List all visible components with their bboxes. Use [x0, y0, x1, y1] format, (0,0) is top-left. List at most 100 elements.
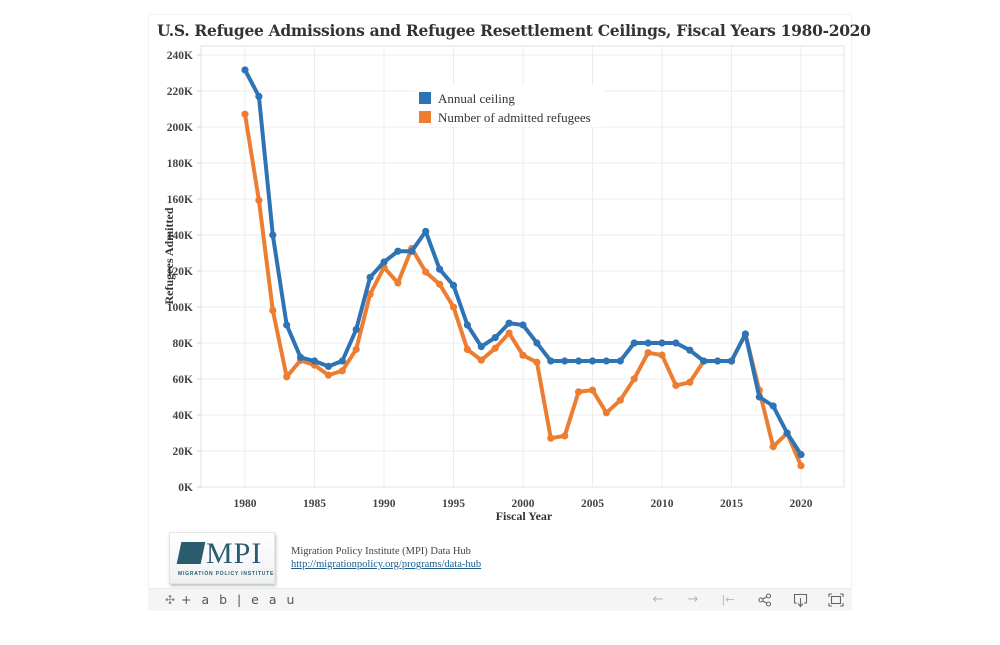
data-point-annual-ceiling[interactable] — [463, 321, 471, 329]
data-point-number-of-admitted-refugees[interactable] — [324, 371, 332, 379]
data-point-number-of-admitted-refugees[interactable] — [436, 280, 444, 288]
data-point-number-of-admitted-refugees[interactable] — [505, 329, 513, 337]
data-point-number-of-admitted-refugees[interactable] — [630, 375, 638, 383]
data-point-number-of-admitted-refugees[interactable] — [422, 268, 430, 276]
data-point-annual-ceiling[interactable] — [269, 231, 277, 239]
data-point-annual-ceiling[interactable] — [297, 353, 305, 361]
data-point-number-of-admitted-refugees[interactable] — [449, 303, 458, 311]
data-point-annual-ceiling[interactable] — [449, 281, 458, 289]
data-point-annual-ceiling[interactable] — [283, 321, 291, 329]
data-point-annual-ceiling[interactable] — [616, 357, 624, 365]
data-point-number-of-admitted-refugees[interactable] — [463, 345, 471, 354]
data-point-annual-ceiling[interactable] — [241, 66, 249, 74]
data-point-number-of-admitted-refugees[interactable] — [658, 351, 666, 359]
data-point-number-of-admitted-refugees[interactable] — [519, 351, 527, 359]
data-point-annual-ceiling[interactable] — [533, 339, 541, 347]
data-point-annual-ceiling[interactable] — [575, 357, 583, 365]
x-tick-label: 2005 — [581, 498, 604, 510]
data-point-annual-ceiling[interactable] — [505, 319, 513, 327]
chart-title: U.S. Refugee Admissions and Refugee Rese… — [157, 21, 871, 40]
data-point-annual-ceiling[interactable] — [310, 357, 319, 365]
data-point-annual-ceiling[interactable] — [769, 402, 777, 410]
revert-button[interactable]: |← — [719, 591, 737, 609]
y-tick-label: 0K — [178, 482, 193, 494]
y-tick-label: 180K — [167, 158, 193, 170]
legend-label-admitted-refugees: Number of admitted refugees — [438, 110, 591, 125]
data-point-number-of-admitted-refugees[interactable] — [352, 345, 360, 353]
data-point-annual-ceiling[interactable] — [602, 357, 610, 365]
data-point-annual-ceiling[interactable] — [797, 451, 805, 459]
data-point-annual-ceiling[interactable] — [408, 247, 416, 255]
data-point-annual-ceiling[interactable] — [477, 343, 485, 351]
data-point-annual-ceiling[interactable] — [630, 339, 638, 347]
x-tick-label: 2020 — [790, 498, 813, 510]
arrow-left-icon: ← — [652, 592, 664, 607]
fullscreen-icon — [828, 593, 844, 607]
data-point-number-of-admitted-refugees[interactable] — [686, 378, 694, 386]
data-point-annual-ceiling[interactable] — [324, 362, 332, 370]
source-line: Migration Policy Institute (MPI) Data Hu… — [291, 546, 471, 557]
tableau-viz: U.S. Refugee Admissions and Refugee Rese… — [148, 14, 871, 611]
data-point-number-of-admitted-refugees[interactable] — [644, 349, 652, 357]
arrow-right-icon: → — [687, 592, 699, 607]
x-tick-label: 2010 — [651, 498, 674, 510]
line-chart: 0K 20K 40K 60K 80K 100K 120K 140K 160K 180K 200K 22… — [162, 45, 845, 523]
data-point-number-of-admitted-refugees[interactable] — [672, 381, 680, 390]
data-point-annual-ceiling[interactable] — [700, 357, 708, 365]
x-tick-label: 1980 — [234, 498, 257, 510]
data-point-annual-ceiling[interactable] — [338, 357, 346, 365]
data-point-number-of-admitted-refugees[interactable] — [547, 434, 555, 442]
data-point-number-of-admitted-refugees[interactable] — [616, 396, 624, 404]
tableau-brand[interactable]: ✣ + a b | e a u — [165, 592, 297, 607]
fullscreen-button[interactable] — [827, 591, 845, 609]
data-point-number-of-admitted-refugees[interactable] — [255, 196, 263, 204]
data-point-annual-ceiling[interactable] — [644, 339, 652, 347]
data-point-number-of-admitted-refugees[interactable] — [797, 462, 805, 470]
data-point-number-of-admitted-refugees[interactable] — [575, 388, 583, 396]
data-point-number-of-admitted-refugees[interactable] — [241, 110, 249, 118]
data-point-number-of-admitted-refugees[interactable] — [338, 367, 346, 375]
undo-button[interactable]: ← — [649, 591, 667, 609]
data-point-number-of-admitted-refugees[interactable] — [561, 432, 569, 440]
source-link[interactable]: http://migrationpolicy.org/programs/data… — [291, 559, 482, 570]
data-point-annual-ceiling[interactable] — [783, 429, 791, 437]
legend[interactable]: Annual ceiling Number of admitted refuge… — [415, 85, 605, 127]
data-point-annual-ceiling[interactable] — [436, 265, 444, 273]
data-point-annual-ceiling[interactable] — [352, 325, 360, 334]
data-point-annual-ceiling[interactable] — [519, 321, 527, 329]
share-button[interactable] — [756, 591, 774, 609]
data-point-number-of-admitted-refugees[interactable] — [533, 358, 541, 366]
y-axis-title: Refugees Admitted — [162, 207, 176, 304]
download-button[interactable] — [791, 591, 809, 609]
data-point-annual-ceiling[interactable] — [547, 357, 555, 365]
data-point-annual-ceiling[interactable] — [366, 273, 374, 281]
data-point-annual-ceiling[interactable] — [394, 247, 402, 255]
data-point-annual-ceiling[interactable] — [491, 334, 499, 342]
y-tick-label: 140K — [167, 230, 193, 242]
data-point-annual-ceiling[interactable] — [588, 357, 597, 365]
data-point-annual-ceiling[interactable] — [686, 346, 694, 354]
data-point-annual-ceiling[interactable] — [658, 339, 666, 347]
redo-button[interactable]: → — [684, 591, 702, 609]
share-icon — [758, 593, 772, 607]
data-point-annual-ceiling[interactable] — [755, 393, 763, 401]
data-point-number-of-admitted-refugees[interactable] — [491, 344, 499, 352]
y-tick-label: 120K — [167, 266, 193, 278]
data-point-number-of-admitted-refugees[interactable] — [366, 290, 374, 298]
data-point-annual-ceiling[interactable] — [561, 357, 569, 365]
data-point-number-of-admitted-refugees[interactable] — [283, 373, 291, 381]
data-point-number-of-admitted-refugees[interactable] — [394, 279, 402, 287]
data-point-annual-ceiling[interactable] — [422, 227, 430, 235]
data-point-annual-ceiling[interactable] — [380, 258, 388, 266]
data-point-annual-ceiling[interactable] — [727, 357, 736, 365]
data-point-number-of-admitted-refugees[interactable] — [769, 443, 777, 451]
data-point-number-of-admitted-refugees[interactable] — [588, 386, 597, 394]
data-point-number-of-admitted-refugees[interactable] — [477, 356, 485, 364]
data-point-annual-ceiling[interactable] — [714, 357, 722, 365]
data-point-annual-ceiling[interactable] — [741, 330, 750, 338]
mpi-logo[interactable]: MPI MIGRATION POLICY INSTITUTE — [169, 532, 275, 584]
data-point-number-of-admitted-refugees[interactable] — [602, 409, 610, 417]
data-point-number-of-admitted-refugees[interactable] — [269, 306, 277, 315]
data-point-annual-ceiling[interactable] — [255, 92, 263, 100]
data-point-annual-ceiling[interactable] — [672, 339, 680, 347]
